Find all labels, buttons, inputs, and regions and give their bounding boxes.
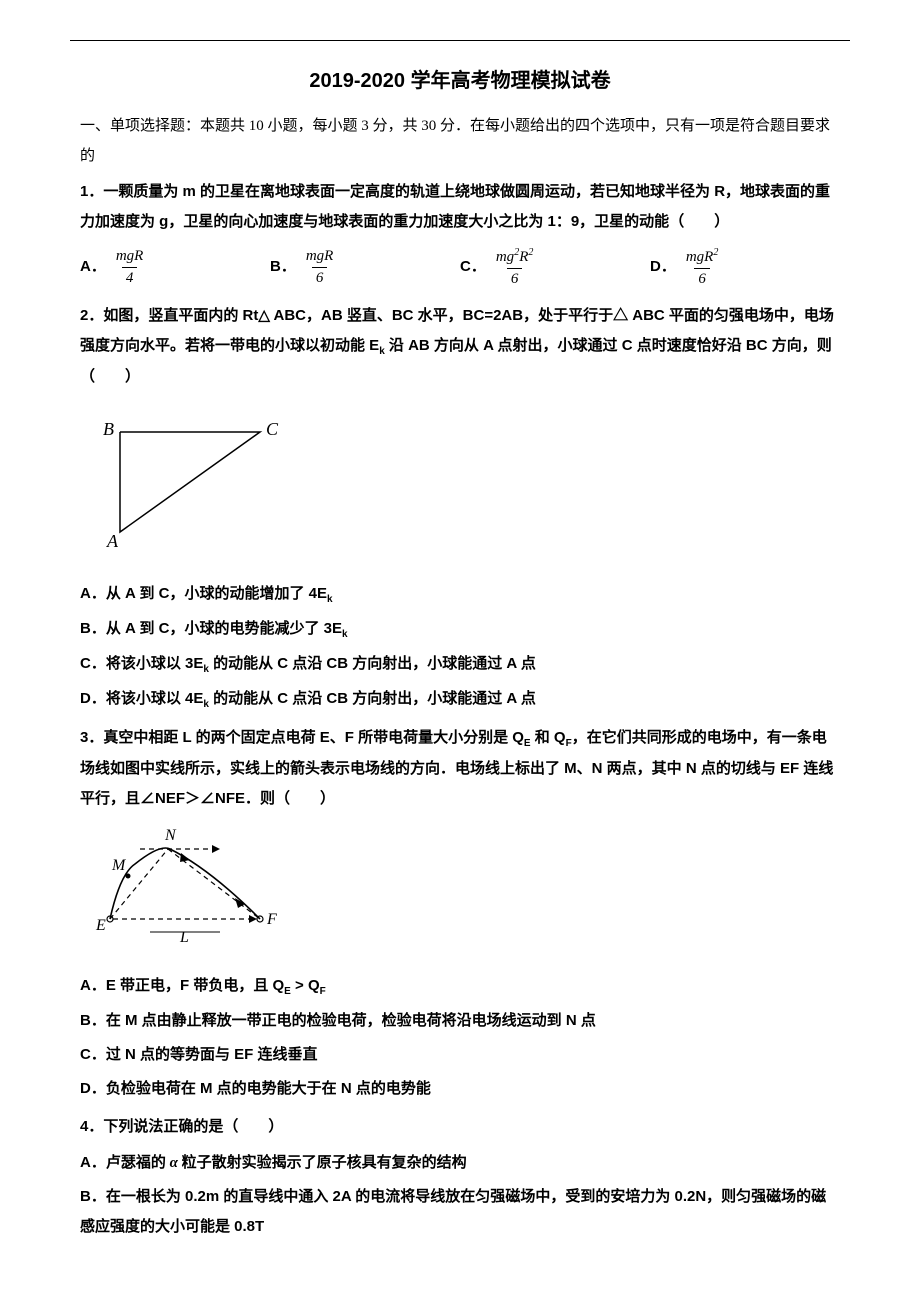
question-3: 3．真空中相距 L 的两个固定点电荷 E、F 所带电荷量大小分别是 QE 和 Q… — [80, 723, 840, 1104]
q4-option-a: A．卢瑟福的 α 粒子散射实验揭示了原子核具有复杂的结构 — [80, 1148, 840, 1178]
frac-num: mgR2 — [682, 247, 723, 268]
frac-num: mgR — [302, 248, 338, 267]
fraction: mg2R2 6 — [492, 247, 538, 287]
fraction: mgR2 6 — [682, 247, 723, 287]
q4-number: 4． — [80, 1118, 103, 1135]
page-title: 2019-2020 学年高考物理模拟试卷 — [80, 61, 840, 101]
frac-den: 6 — [694, 268, 710, 288]
frac-den: 6 — [312, 267, 328, 287]
q2-number: 2． — [80, 307, 103, 324]
frac-den: 4 — [122, 267, 138, 287]
q4-text: 4．下列说法正确的是（ ） — [80, 1112, 840, 1142]
frac-den: 6 — [507, 268, 523, 288]
opt-label: A． — [80, 252, 106, 282]
q3-option-d: D．负检验电荷在 M 点的电势能大于在 N 点的电势能 — [80, 1074, 840, 1104]
q3-option-a: A．E 带正电，F 带负电，且 QE > QF — [80, 971, 840, 1002]
q2-text: 2．如图，竖直平面内的 Rt△ ABC，AB 竖直、BC 水平，BC=2AB，处… — [80, 301, 840, 392]
frac-num: mg2R2 — [492, 247, 538, 268]
question-2: 2．如图，竖直平面内的 Rt△ ABC，AB 竖直、BC 水平，BC=2AB，处… — [80, 301, 840, 715]
q4-option-b: B．在一根长为 0.2m 的直导线中通入 2A 的电流将导线放在匀强磁场中，受到… — [80, 1182, 840, 1242]
label-F: F — [266, 911, 277, 928]
q4-body: 下列说法正确的是（ ） — [103, 1118, 283, 1135]
q3-option-b: B．在 M 点由静止释放一带正电的检验电荷，检验电荷将沿电场线运动到 N 点 — [80, 1006, 840, 1036]
q2-option-c: C．将该小球以 3Ek 的动能从 C 点沿 CB 方向射出，小球能通过 A 点 — [80, 649, 840, 680]
q1-option-b: B． mgR 6 — [270, 248, 460, 286]
section-header: 一、单项选择题：本题共 10 小题，每小题 3 分，共 30 分．在每小题给出的… — [80, 111, 840, 171]
q1-option-d: D． mgR2 6 — [650, 247, 840, 287]
question-1: 1．一颗质量为 m 的卫星在离地球表面一定高度的轨道上绕地球做圆周运动，若已知地… — [80, 177, 840, 287]
q2-option-b: B．从 A 到 C，小球的电势能减少了 3Ek — [80, 614, 840, 645]
q1-body: 一颗质量为 m 的卫星在离地球表面一定高度的轨道上绕地球做圆周运动，若已知地球半… — [80, 183, 830, 230]
q3-option-c: C．过 N 点的等势面与 EF 连线垂直 — [80, 1040, 840, 1070]
frac-num: mgR — [112, 248, 148, 267]
label-C: C — [266, 419, 279, 439]
q2-option-a: A．从 A 到 C，小球的动能增加了 4Ek — [80, 579, 840, 610]
q3-body: 真空中相距 L 的两个固定点电荷 E、F 所带电荷量大小分别是 QE 和 QF，… — [80, 729, 833, 807]
q2-figure: B C A — [90, 402, 840, 563]
opt-label: B． — [270, 252, 296, 282]
fraction: mgR 6 — [302, 248, 338, 286]
label-L: L — [179, 929, 189, 944]
q3-text: 3．真空中相距 L 的两个固定点电荷 E、F 所带电荷量大小分别是 QE 和 Q… — [80, 723, 840, 814]
q3-figure: L N M E F — [90, 824, 840, 955]
q2-body: 如图，竖直平面内的 Rt△ ABC，AB 竖直、BC 水平，BC=2AB，处于平… — [80, 307, 834, 385]
opt-label: D． — [650, 252, 676, 282]
q1-text: 1．一颗质量为 m 的卫星在离地球表面一定高度的轨道上绕地球做圆周运动，若已知地… — [80, 177, 840, 237]
q1-options: A． mgR 4 B． mgR 6 C． mg2R2 6 D． mgR2 6 — [80, 247, 840, 287]
label-M: M — [111, 857, 127, 874]
label-B: B — [103, 419, 114, 439]
question-4: 4．下列说法正确的是（ ） A．卢瑟福的 α 粒子散射实验揭示了原子核具有复杂的… — [80, 1112, 840, 1242]
q2-option-d: D．将该小球以 4Ek 的动能从 C 点沿 CB 方向射出，小球能通过 A 点 — [80, 684, 840, 715]
label-E: E — [95, 917, 106, 934]
q3-number: 3． — [80, 729, 103, 746]
q1-number: 1． — [80, 183, 103, 200]
label-A: A — [106, 531, 119, 551]
opt-label: C． — [460, 252, 486, 282]
q1-option-c: C． mg2R2 6 — [460, 247, 650, 287]
top-rule — [70, 40, 850, 41]
fraction: mgR 4 — [112, 248, 148, 286]
q1-option-a: A． mgR 4 — [80, 248, 270, 286]
label-N: N — [164, 827, 177, 844]
